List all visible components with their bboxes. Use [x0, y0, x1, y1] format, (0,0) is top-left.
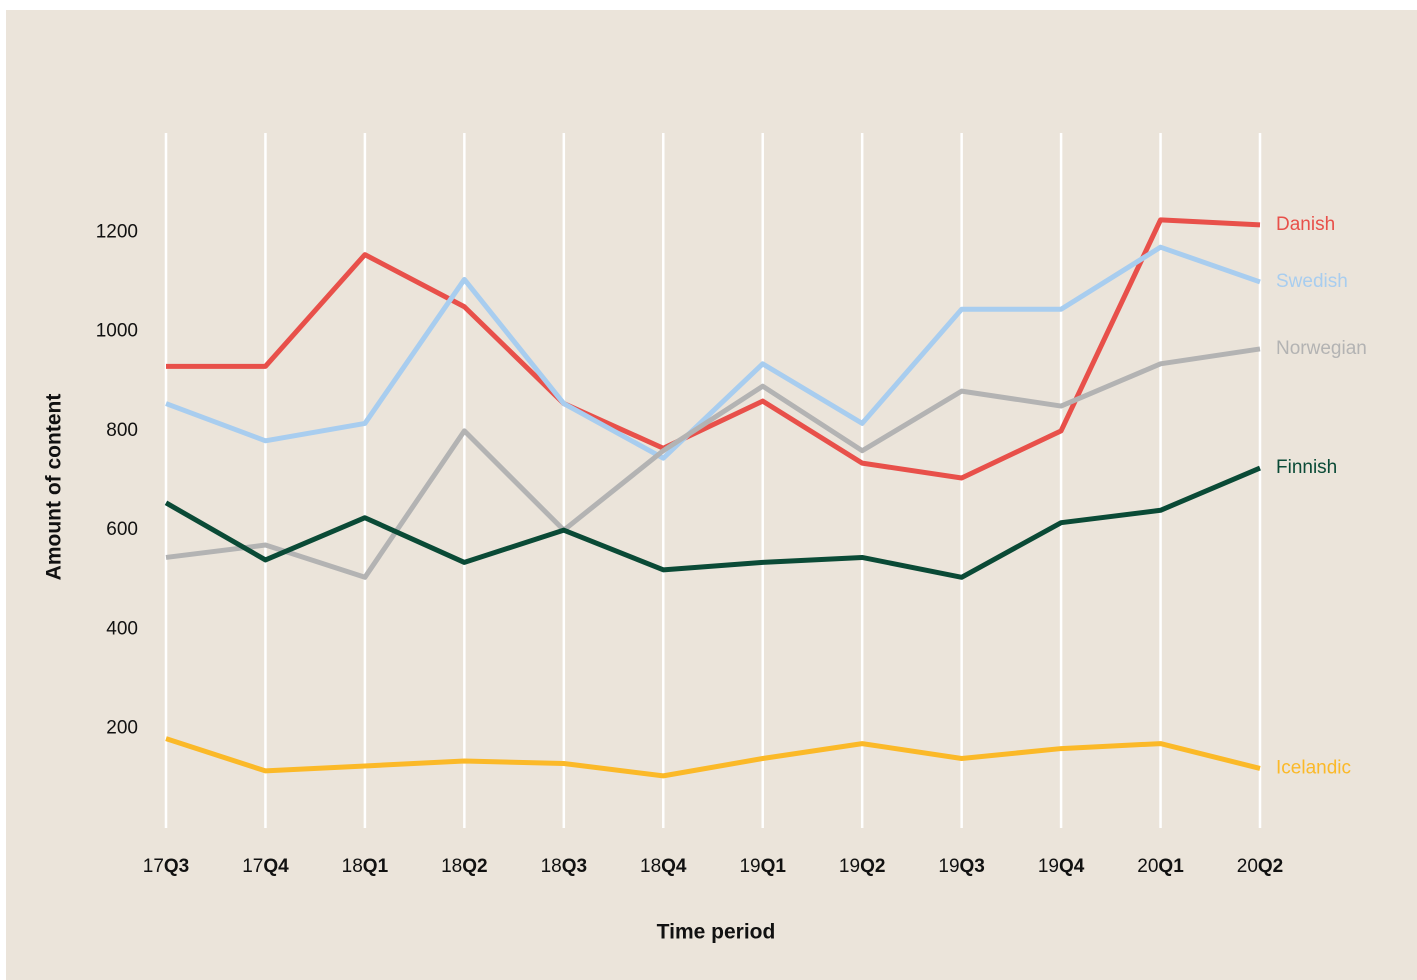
series-line — [166, 217, 1261, 481]
series-line — [165, 736, 1261, 779]
series-line — [164, 465, 1261, 580]
y-tick-label: 1200 — [96, 221, 138, 242]
series-label: Swedish — [1276, 271, 1348, 292]
series-label: Icelandic — [1276, 757, 1351, 778]
chart-background — [6, 10, 1417, 980]
x-tick-label: 18Q4 — [640, 856, 687, 877]
series-label: Danish — [1276, 214, 1335, 235]
y-axis-title: Amount of content — [43, 394, 66, 581]
x-tick-label: 18Q1 — [342, 856, 389, 877]
x-tick-label: 20Q1 — [1137, 856, 1184, 877]
y-tick-label: 800 — [106, 420, 138, 441]
y-tick-label: 600 — [106, 519, 138, 540]
series-line — [165, 346, 1261, 580]
y-tick-label: 400 — [106, 618, 138, 639]
lines — [164, 217, 1261, 779]
x-axis-title: Time period — [657, 921, 776, 944]
x-tick-label: 18Q3 — [541, 856, 588, 877]
x-tick-label: 17Q4 — [242, 856, 289, 877]
y-tick-label: 200 — [106, 718, 138, 739]
x-tick-label: 20Q2 — [1237, 856, 1284, 877]
series-line — [165, 244, 1261, 461]
series-label: Finnish — [1276, 457, 1337, 478]
x-tick-label: 19Q1 — [739, 856, 786, 877]
x-tick-label: 17Q3 — [143, 856, 190, 877]
series-label: Norwegian — [1276, 338, 1367, 359]
x-tick-label: 19Q2 — [839, 856, 886, 877]
x-tick-label: 19Q3 — [938, 856, 985, 877]
x-tick-label: 18Q2 — [441, 856, 488, 877]
y-tick-label: 1000 — [96, 321, 138, 342]
x-tick-label: 19Q4 — [1038, 856, 1085, 877]
